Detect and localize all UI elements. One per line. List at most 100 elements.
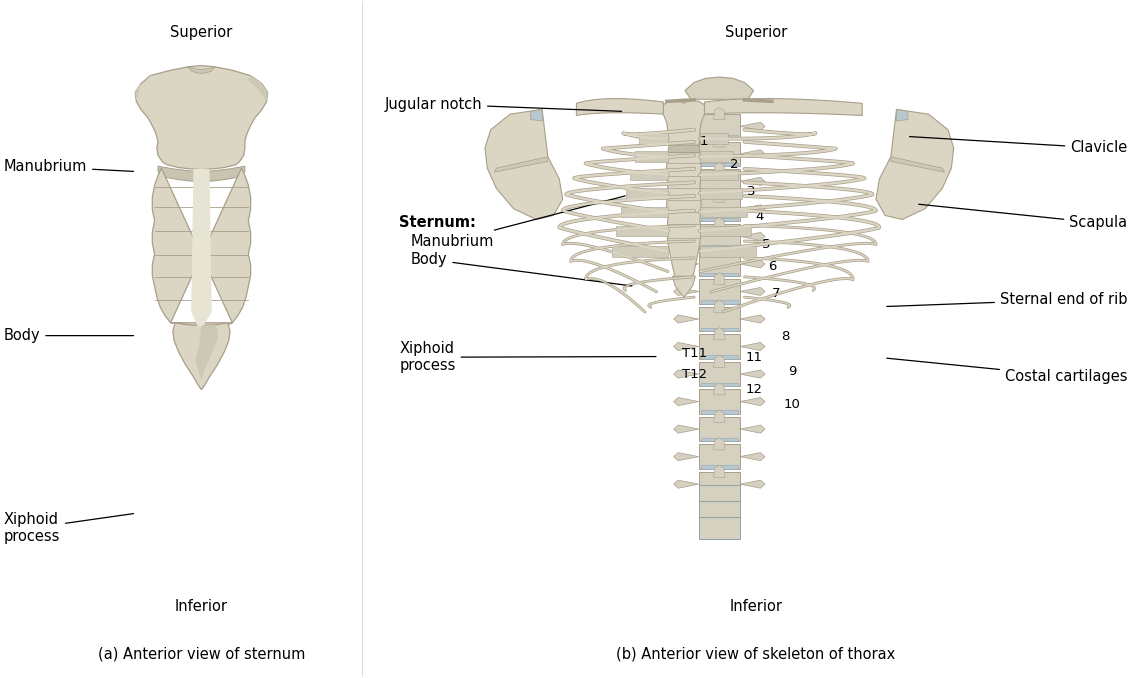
Polygon shape: [674, 315, 699, 323]
Polygon shape: [485, 109, 563, 220]
Polygon shape: [701, 410, 738, 414]
Polygon shape: [248, 76, 268, 101]
Polygon shape: [714, 190, 725, 202]
Polygon shape: [674, 122, 699, 130]
Polygon shape: [740, 122, 766, 130]
Polygon shape: [699, 389, 740, 414]
Polygon shape: [699, 445, 740, 468]
Text: T11: T11: [682, 347, 707, 360]
Text: Clavicle: Clavicle: [910, 136, 1128, 155]
Polygon shape: [617, 226, 668, 237]
Polygon shape: [714, 355, 725, 367]
Text: Inferior: Inferior: [175, 599, 228, 614]
Polygon shape: [674, 233, 699, 241]
Polygon shape: [626, 188, 668, 199]
Text: 1: 1: [699, 136, 707, 148]
Polygon shape: [699, 114, 740, 138]
Polygon shape: [699, 501, 740, 523]
Polygon shape: [890, 157, 944, 172]
Polygon shape: [135, 75, 154, 101]
Polygon shape: [700, 246, 756, 256]
Polygon shape: [714, 107, 725, 119]
Text: Superior: Superior: [171, 25, 233, 40]
Polygon shape: [740, 397, 766, 405]
Polygon shape: [674, 205, 699, 213]
Polygon shape: [639, 133, 668, 144]
Polygon shape: [699, 142, 740, 166]
Polygon shape: [740, 150, 766, 158]
Text: Inferior: Inferior: [729, 599, 783, 614]
Text: Manubrium: Manubrium: [3, 159, 134, 174]
Text: 2: 2: [730, 158, 738, 172]
Polygon shape: [701, 163, 738, 166]
Polygon shape: [699, 417, 740, 441]
Polygon shape: [674, 150, 699, 158]
Polygon shape: [701, 383, 738, 386]
Polygon shape: [705, 98, 862, 115]
Text: Sternum:: Sternum:: [399, 216, 476, 231]
Polygon shape: [700, 226, 752, 237]
Text: T12: T12: [682, 368, 707, 381]
Polygon shape: [714, 438, 725, 450]
Polygon shape: [699, 252, 740, 276]
Polygon shape: [699, 279, 740, 304]
Polygon shape: [668, 145, 700, 153]
Text: 11: 11: [745, 351, 762, 363]
Polygon shape: [674, 178, 699, 185]
Polygon shape: [699, 485, 740, 506]
Polygon shape: [674, 370, 699, 378]
Polygon shape: [191, 169, 212, 327]
Polygon shape: [714, 245, 725, 257]
Polygon shape: [680, 99, 689, 104]
Text: (b) Anterior view of skeleton of thorax: (b) Anterior view of skeleton of thorax: [617, 647, 895, 662]
Polygon shape: [674, 260, 699, 268]
Polygon shape: [876, 109, 953, 220]
Polygon shape: [699, 197, 740, 221]
Polygon shape: [699, 472, 740, 496]
Polygon shape: [714, 300, 725, 313]
Polygon shape: [714, 135, 725, 147]
Text: Body: Body: [410, 252, 631, 286]
Polygon shape: [700, 133, 729, 144]
Polygon shape: [701, 300, 738, 304]
Polygon shape: [699, 307, 740, 331]
Polygon shape: [674, 397, 699, 405]
Polygon shape: [494, 157, 548, 172]
Polygon shape: [531, 109, 542, 121]
Polygon shape: [667, 153, 701, 290]
Polygon shape: [674, 453, 699, 460]
Text: 7: 7: [772, 287, 780, 300]
Polygon shape: [674, 287, 699, 296]
Polygon shape: [173, 323, 230, 390]
Text: 3: 3: [747, 185, 755, 198]
Polygon shape: [740, 205, 766, 213]
Polygon shape: [714, 163, 725, 175]
Polygon shape: [701, 465, 738, 468]
Polygon shape: [740, 260, 766, 268]
Polygon shape: [740, 453, 766, 460]
Text: 10: 10: [784, 398, 801, 411]
Polygon shape: [740, 370, 766, 378]
Polygon shape: [740, 342, 766, 351]
Polygon shape: [685, 77, 754, 99]
Text: 9: 9: [788, 365, 796, 378]
Polygon shape: [714, 382, 725, 395]
Polygon shape: [896, 109, 908, 121]
Polygon shape: [673, 276, 696, 297]
Polygon shape: [188, 67, 215, 74]
Polygon shape: [699, 362, 740, 386]
Polygon shape: [699, 517, 740, 539]
Polygon shape: [701, 245, 738, 249]
Polygon shape: [196, 325, 219, 380]
Polygon shape: [701, 218, 738, 221]
Text: Manubrium: Manubrium: [410, 196, 626, 249]
Text: 12: 12: [745, 383, 762, 396]
Polygon shape: [674, 342, 699, 351]
Polygon shape: [701, 438, 738, 441]
Polygon shape: [700, 170, 738, 180]
Polygon shape: [576, 98, 664, 115]
Polygon shape: [699, 334, 740, 359]
Polygon shape: [152, 168, 251, 329]
Text: Jugular notch: Jugular notch: [384, 96, 621, 111]
Polygon shape: [135, 66, 268, 170]
